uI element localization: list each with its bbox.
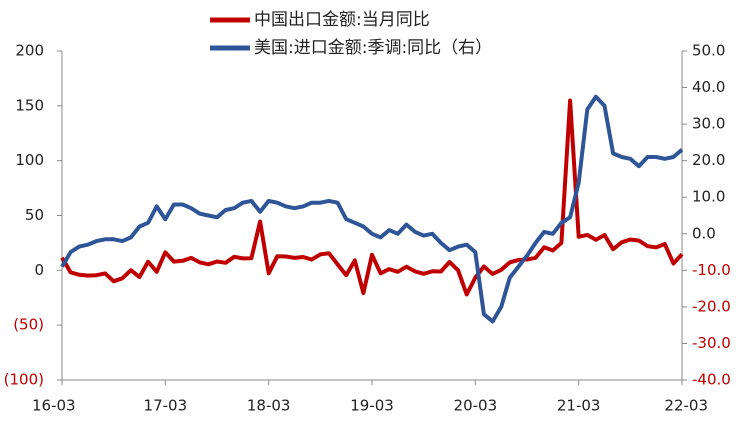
y-tick-label: 50	[25, 206, 44, 224]
y2-tick-label: 20.0	[692, 151, 725, 169]
legend-label: 美国:进口金额:季调:同比（右）	[254, 38, 492, 58]
y2-tick-label: -20.0	[692, 297, 731, 315]
x-tick-label: 21-03	[557, 397, 601, 415]
y2-tick-label: 40.0	[692, 78, 725, 96]
y-tick-label: 100	[15, 151, 44, 169]
x-tick-label: 18-03	[247, 397, 291, 415]
x-tick-label: 16-03	[32, 397, 76, 415]
y-tick-label: 0	[34, 261, 44, 279]
y2-tick-label: -30.0	[692, 334, 731, 352]
y2-tick-label: 0.0	[692, 224, 716, 242]
y2-tick-label: 50.0	[692, 42, 725, 60]
x-tick-label: 19-03	[350, 397, 394, 415]
x-tick-label: 20-03	[454, 397, 498, 415]
y-tick-label: 150	[15, 96, 44, 114]
series-line	[60, 94, 684, 324]
y-tick-label: (50)	[13, 316, 44, 334]
x-tick-label: 17-03	[144, 397, 188, 415]
y2-tick-label: -10.0	[692, 261, 731, 279]
y-tick-label: 200	[15, 42, 44, 60]
y2-tick-label: 10.0	[692, 188, 725, 206]
x-tick-label: 22-03	[664, 397, 708, 415]
y-tick-label: (100)	[4, 371, 44, 389]
y2-tick-label: -40.0	[692, 371, 731, 389]
legend-label: 中国出口金额:当月同比	[254, 10, 430, 30]
series-line	[60, 98, 684, 297]
y2-tick-label: 30.0	[692, 115, 725, 133]
